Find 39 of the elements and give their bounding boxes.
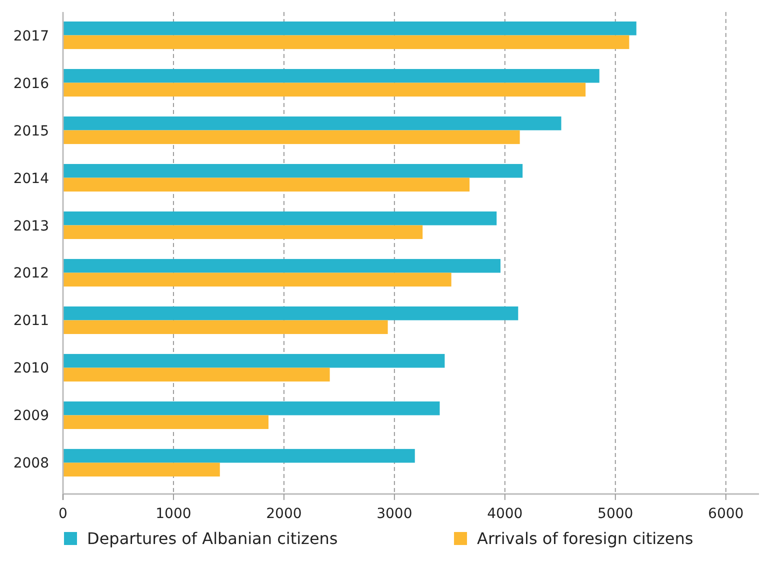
bar: [63, 368, 330, 382]
legend-label: Departures of Albanian citizens: [87, 529, 338, 548]
y-tick-label: 2009: [13, 408, 49, 424]
x-tick-label: 3000: [376, 506, 412, 522]
bar: [63, 211, 497, 226]
x-tick-label: 2000: [266, 506, 302, 522]
bar: [63, 415, 268, 430]
x-tick-label: 5000: [598, 506, 634, 522]
bar: [63, 130, 520, 144]
bar: [63, 116, 562, 130]
bar: [63, 320, 388, 334]
legend-label: Arrivals of foresign citizens: [477, 529, 694, 548]
x-tick-label: 6000: [708, 506, 744, 522]
y-tick-label: 2015: [13, 123, 49, 140]
bar: [63, 272, 452, 287]
y-tick-label: 2013: [13, 218, 49, 234]
bar: [63, 448, 415, 463]
x-tick-label: 1000: [156, 506, 192, 522]
bar: [63, 401, 440, 416]
y-tick-label: 2010: [13, 360, 49, 377]
bar: [63, 82, 586, 97]
y-tick-label: 2008: [13, 456, 49, 472]
y-tick-label: 2014: [13, 170, 50, 187]
bar: [63, 68, 600, 83]
bar: [63, 22, 636, 36]
bar: [63, 462, 220, 476]
bar: [63, 258, 500, 273]
y-tick-label: 2016: [13, 76, 50, 92]
bar: [63, 306, 518, 320]
y-tick-label: 2011: [13, 313, 49, 330]
bar: [63, 354, 445, 368]
x-tick-label: 0: [58, 506, 68, 522]
bar: [63, 225, 423, 240]
bar: [63, 164, 523, 178]
x-tick-label: 4000: [487, 506, 523, 522]
bar: [63, 35, 630, 50]
y-tick-label: 2012: [13, 266, 49, 282]
bar: [63, 178, 470, 192]
y-tick-label: 2017: [13, 28, 49, 44]
